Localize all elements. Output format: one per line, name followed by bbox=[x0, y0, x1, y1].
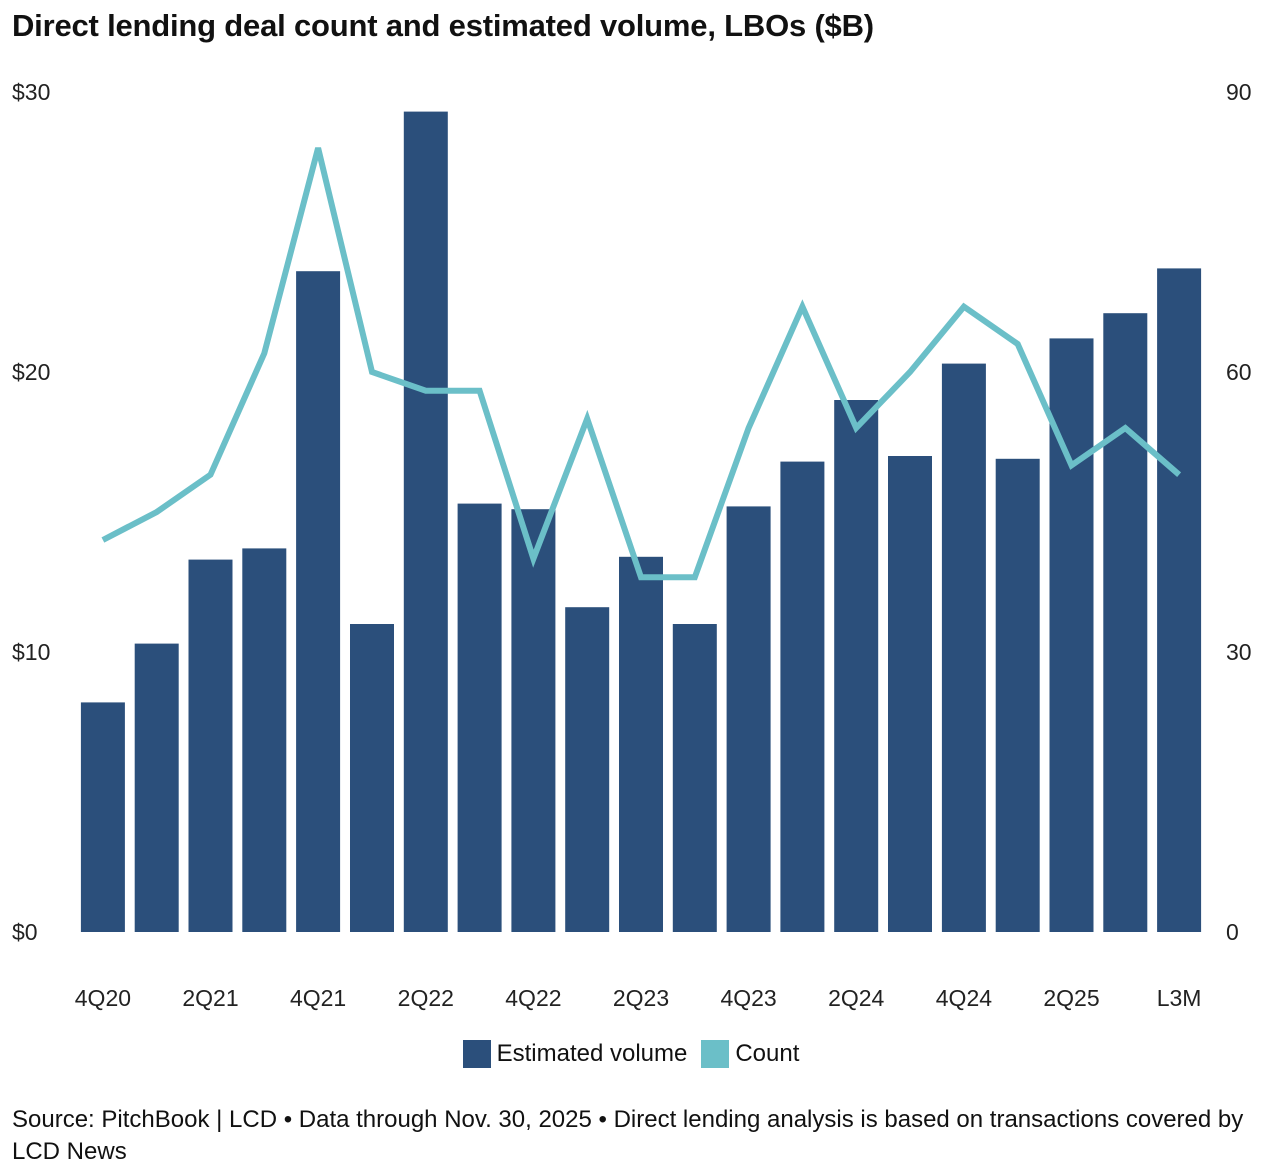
x-tick-label: L3M bbox=[1157, 985, 1202, 1011]
legend-swatch-volume bbox=[462, 1040, 491, 1068]
x-tick-label: 2Q25 bbox=[1043, 985, 1099, 1011]
x-tick-label: 2Q23 bbox=[613, 985, 669, 1011]
y-left-tick-label: $30 bbox=[12, 79, 50, 105]
y-right-tick-label: 60 bbox=[1226, 359, 1252, 385]
x-tick-label: 2Q24 bbox=[828, 985, 884, 1011]
x-tick-label: 4Q22 bbox=[505, 985, 561, 1011]
volume-bar bbox=[296, 271, 341, 932]
volume-bar bbox=[1157, 268, 1202, 932]
x-tick-label: 2Q21 bbox=[182, 985, 238, 1011]
y-right-tick-label: 30 bbox=[1226, 639, 1252, 665]
y-left-tick-label: $20 bbox=[12, 359, 50, 385]
chart-title: Direct lending deal count and estimated … bbox=[12, 8, 874, 43]
legend: Estimated volume Count bbox=[0, 1040, 1262, 1068]
x-tick-label: 2Q22 bbox=[398, 985, 454, 1011]
volume-bar bbox=[888, 456, 932, 932]
legend-swatch-count bbox=[701, 1040, 730, 1068]
y-left-tick-label: $10 bbox=[12, 639, 50, 665]
legend-item-count: Count bbox=[701, 1040, 799, 1068]
volume-bar bbox=[995, 458, 1040, 932]
x-tick-label: 4Q23 bbox=[720, 985, 776, 1011]
count-line bbox=[101, 147, 1182, 581]
volume-bar bbox=[134, 643, 179, 932]
volume-bar bbox=[511, 509, 556, 932]
legend-label-volume: Estimated volume bbox=[496, 1040, 688, 1067]
volume-bar bbox=[941, 363, 986, 933]
legend-item-volume: Estimated volume bbox=[462, 1040, 688, 1068]
volume-bar bbox=[565, 607, 610, 932]
y-right-tick-label: 0 bbox=[1226, 919, 1239, 945]
volume-bar bbox=[403, 111, 448, 933]
volume-bar bbox=[780, 461, 825, 932]
legend-label-count: Count bbox=[735, 1040, 800, 1067]
y-left-axis: $0 $10 $20 $30 bbox=[12, 79, 50, 945]
volume-bar bbox=[457, 503, 502, 932]
x-tick-label: 4Q20 bbox=[75, 985, 131, 1011]
volume-bar bbox=[834, 400, 879, 932]
x-axis: 4Q20 2Q21 4Q21 2Q22 4Q22 2Q23 4Q23 2Q24 4Q24 2Q25… bbox=[75, 985, 1202, 1011]
volume-bar bbox=[619, 556, 663, 932]
x-tick-label: 4Q24 bbox=[936, 985, 992, 1011]
source-note: Source: PitchBook | LCD • Data through N… bbox=[12, 1106, 1244, 1165]
volume-bar bbox=[726, 506, 771, 932]
y-left-tick-label: $0 bbox=[12, 919, 38, 945]
y-right-tick-label: 90 bbox=[1226, 79, 1252, 105]
volume-bar bbox=[350, 624, 394, 932]
y-right-axis: 0 30 60 90 bbox=[1226, 79, 1252, 945]
volume-bar bbox=[242, 548, 287, 932]
volume-bar bbox=[1103, 313, 1148, 932]
volume-bar bbox=[188, 559, 233, 932]
volume-bars bbox=[80, 111, 1202, 933]
x-tick-label: 4Q21 bbox=[290, 985, 346, 1011]
volume-bar bbox=[80, 702, 125, 932]
volume-bar bbox=[672, 624, 717, 932]
combo-chart: $0 $10 $20 $30 0 30 60 90 4Q20 2Q21 4Q21 2Q22 4Q22… bbox=[12, 79, 1252, 1011]
